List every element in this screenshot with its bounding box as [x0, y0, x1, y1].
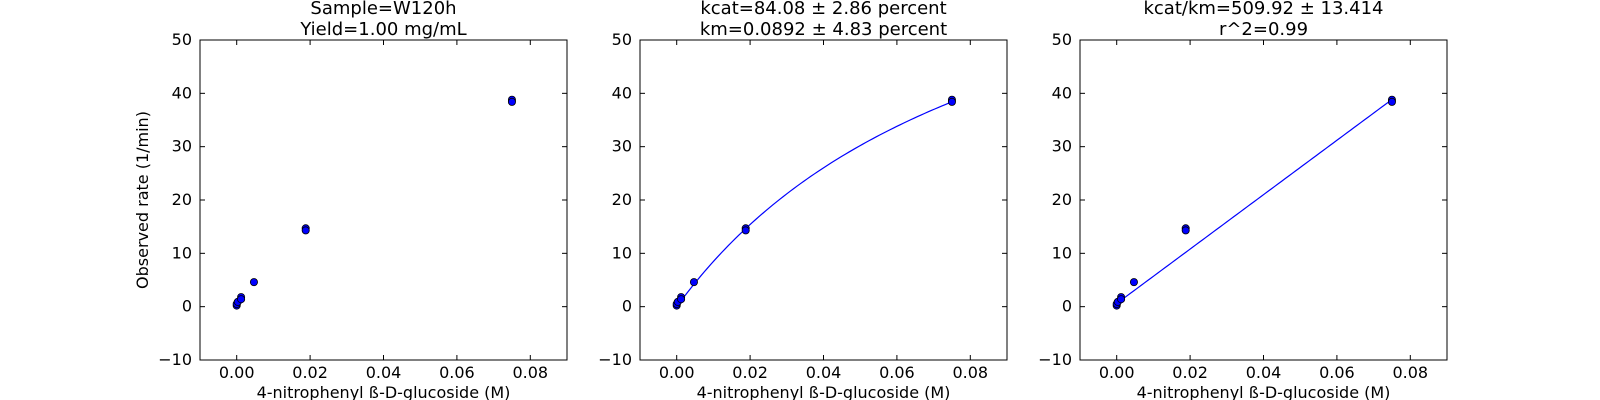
data-point	[947, 97, 956, 106]
x-tick-label: 0.06	[1319, 363, 1355, 382]
chart-panel-3: 0.00 0.02 0.04 0.06 0.08 −10 0 10 20 30 40 50 kcat/k…	[1038, 0, 1448, 400]
x-tick-label: 0.08	[952, 363, 988, 382]
x-tick-label: 0.02	[732, 363, 768, 382]
y-tick-label: 50	[612, 30, 632, 49]
data-point	[301, 226, 310, 235]
data-point	[741, 226, 750, 235]
chart-title-line-1: kcat/km=509.92 ± 13.414	[1143, 0, 1383, 19]
data-point	[507, 97, 516, 106]
plot-frame	[1079, 39, 1448, 361]
y-tick-label: 50	[172, 30, 192, 49]
x-tick-label: 0.04	[806, 363, 842, 382]
y-tick-label: 30	[1052, 137, 1072, 156]
y-tick-label: 30	[172, 137, 192, 156]
x-tick-label: 0.00	[659, 363, 695, 382]
y-tick-label: 40	[612, 83, 632, 102]
data-point	[249, 278, 258, 287]
y-tick-label: 30	[612, 137, 632, 156]
y-tick-label: 0	[1062, 297, 1072, 316]
y-axis-label: Observed rate (1/min)	[133, 111, 152, 289]
chart-title-line-2: km=0.0892 ± 4.83 percent	[700, 19, 947, 40]
x-tick-label: 0.08	[512, 363, 548, 382]
y-tick-label: 50	[1052, 30, 1072, 49]
x-axis-label: 4-nitrophenyl ß-D-glucoside (M)	[1137, 383, 1391, 400]
x-tick-label: 0.06	[439, 363, 475, 382]
data-point	[237, 295, 246, 304]
y-tick-label: 10	[612, 243, 632, 262]
y-tick-label: 0	[182, 297, 192, 316]
y-tick-label: −10	[1038, 350, 1072, 369]
y-tick-label: 20	[1052, 190, 1072, 209]
chart-title-line-2: r^2=0.99	[1219, 19, 1308, 40]
x-tick-label: 0.02	[1172, 363, 1208, 382]
data-point	[1129, 278, 1138, 287]
plot-frame	[199, 39, 568, 361]
y-tick-label: 40	[172, 83, 192, 102]
data-point	[1387, 97, 1396, 106]
data-point	[1117, 295, 1126, 304]
x-tick-label: 0.04	[366, 363, 402, 382]
y-tick-label: 0	[622, 297, 632, 316]
x-tick-label: 0.06	[879, 363, 915, 382]
y-tick-label: 40	[1052, 83, 1072, 102]
y-tick-label: 20	[172, 190, 192, 209]
plot-frame	[639, 39, 1008, 361]
x-axis-label: 4-nitrophenyl ß-D-glucoside (M)	[257, 383, 511, 400]
data-point	[677, 295, 686, 304]
data-point	[689, 278, 698, 287]
chart-title-line-2: Yield=1.00 mg/mL	[299, 19, 466, 40]
fit-line	[1116, 99, 1393, 304]
x-tick-label: 0.08	[1392, 363, 1428, 382]
fit-line	[676, 101, 953, 308]
x-tick-label: 0.00	[1099, 363, 1135, 382]
y-tick-label: 20	[612, 190, 632, 209]
chart-title-line-1: Sample=W120h	[310, 0, 456, 19]
x-axis-label: 4-nitrophenyl ß-D-glucoside (M)	[697, 383, 951, 400]
data-point	[1181, 226, 1190, 235]
y-tick-label: 10	[172, 243, 192, 262]
y-tick-label: −10	[598, 350, 632, 369]
x-tick-label: 0.00	[219, 363, 255, 382]
x-tick-label: 0.02	[292, 363, 328, 382]
chart-title-line-1: kcat=84.08 ± 2.86 percent	[700, 0, 946, 19]
y-tick-label: −10	[158, 350, 192, 369]
y-tick-label: 10	[1052, 243, 1072, 262]
x-tick-label: 0.04	[1246, 363, 1282, 382]
chart-panel-1: 0.00 0.02 0.04 0.06 0.08 −10 0 10 20 30 40 50 Sample…	[133, 0, 568, 400]
chart-panel-2: 0.00 0.02 0.04 0.06 0.08 −10 0 10 20 30 40 50 kcat=8…	[598, 0, 1008, 400]
